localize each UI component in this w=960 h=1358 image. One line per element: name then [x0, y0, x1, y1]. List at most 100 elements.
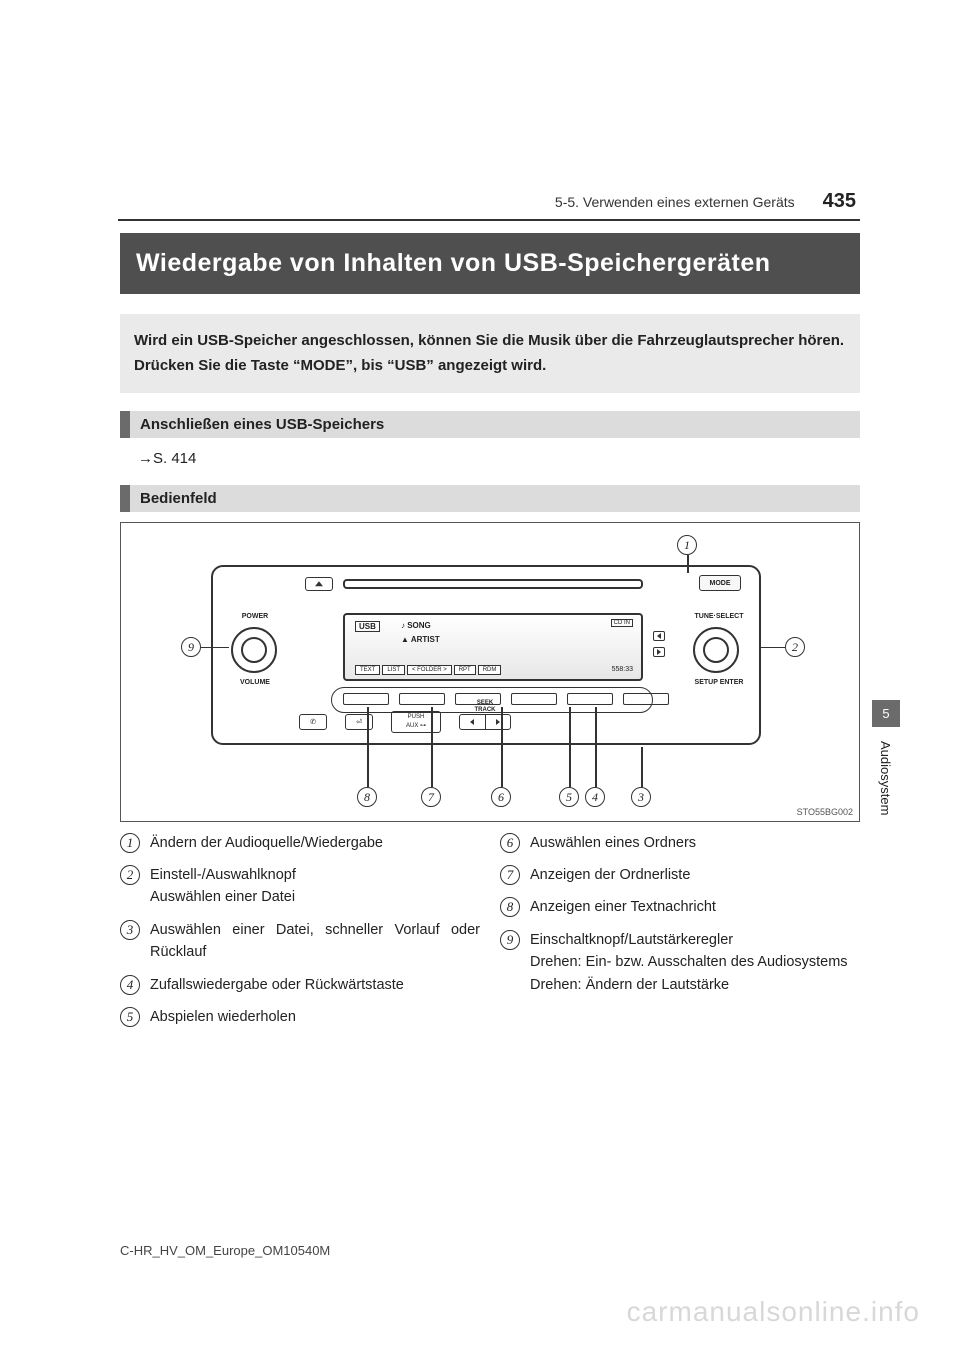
legend-num: 4 — [120, 975, 140, 995]
screen-rpt: RPT — [454, 665, 476, 675]
phone-button-icon: ✆ — [299, 714, 327, 730]
seek-next-icon — [486, 715, 511, 729]
setup-label: SETUP ENTER — [687, 679, 751, 686]
legend-item: 9 Einschaltknopf/LautstärkereglerDrehen: … — [500, 929, 860, 996]
mode-button: MODE — [699, 575, 741, 591]
tune-select-knob — [693, 627, 739, 673]
screen-button-bar: TEXT LIST < FOLDER > RPT RDM — [355, 665, 501, 675]
page: 5-5. Verwenden eines externen Geräts 435… — [0, 0, 960, 1358]
legend-col-left: 1 Ändern der Audioquelle/Wiedergabe 2 Eins… — [120, 832, 480, 1039]
legend: 1 Ändern der Audioquelle/Wiedergabe 2 Eins… — [120, 832, 860, 1039]
preset-btn — [567, 693, 613, 705]
lead — [641, 747, 643, 787]
legend-item: 8 Anzeigen einer Textnachricht — [500, 896, 860, 918]
screen-cdin: CD IN — [611, 619, 633, 627]
screen-time: 558:33 — [612, 666, 633, 673]
lead — [431, 707, 433, 787]
chapter-label: 5-5. Verwenden eines externen Geräts — [118, 194, 813, 210]
tune-label: TUNE·SELECT — [689, 613, 749, 620]
power-label: POWER — [235, 613, 275, 620]
disc-slot — [343, 579, 643, 589]
legend-num: 9 — [500, 930, 520, 950]
legend-num: 7 — [500, 865, 520, 885]
legend-num: 8 — [500, 897, 520, 917]
callout-9: 9 — [181, 637, 201, 657]
lead — [501, 707, 503, 787]
preset-button-row — [343, 693, 669, 705]
footer-code: C-HR_HV_OM_Europe_OM10540M — [120, 1243, 330, 1258]
legend-item: 6 Auswählen eines Ordners — [500, 832, 860, 854]
aux-button: PUSHAUX ⊶ — [391, 711, 441, 733]
lead — [595, 707, 597, 787]
page-reference: →S. 414 — [138, 450, 860, 467]
legend-text: Auswählen eines Ordners — [530, 832, 696, 854]
lead — [201, 647, 229, 649]
legend-item: 5 Abspielen wiederholen — [120, 1006, 480, 1028]
legend-num: 3 — [120, 920, 140, 940]
aux-push-label: PUSH — [408, 714, 425, 720]
lead — [687, 555, 689, 573]
screen-rdm: RDM — [478, 665, 502, 675]
legend-text: Einschaltknopf/LautstärkereglerDrehen: E… — [530, 929, 848, 996]
section-bar-panel: Bedienfeld — [120, 485, 860, 512]
legend-text: Abspielen wiederholen — [150, 1006, 296, 1028]
legend-item: 7 Anzeigen der Ordnerliste — [500, 864, 860, 886]
legend-item: 2 Einstell-/AuswahlknopfAuswählen einer D… — [120, 864, 480, 909]
diagram-code: STO55BG002 — [797, 807, 853, 817]
legend-text: Einstell-/AuswahlknopfAuswählen einer Da… — [150, 864, 296, 909]
legend-text: Auswählen einer Datei, schneller Vorlauf… — [150, 919, 480, 964]
legend-item: 3 Auswählen einer Datei, schneller Vorlau… — [120, 919, 480, 964]
lead — [761, 647, 785, 649]
display-screen: USB ♪ SONG ▲ ARTIST CD IN 558:33 TEXT LI… — [343, 613, 643, 681]
power-volume-knob — [231, 627, 277, 673]
callout-4: 4 — [585, 787, 605, 807]
page-title-banner: Wiedergabe von Inhalten von USB-Speicher… — [120, 233, 860, 294]
side-tab-label: Audiosystem — [872, 727, 899, 815]
callout-1: 1 — [677, 535, 697, 555]
intro-text: Wird ein USB-Speicher angeschlossen, kön… — [134, 328, 846, 379]
seek-label: SEEKTRACK — [465, 700, 505, 714]
screen-usb: USB — [355, 621, 380, 632]
legend-line: Drehen: Ein- bzw. Ausschalten des Audios… — [530, 951, 848, 973]
track-up-icon — [653, 631, 665, 641]
legend-num: 2 — [120, 865, 140, 885]
legend-item: 4 Zufallswiedergabe oder Rückwärtstaste — [120, 974, 480, 996]
legend-item: 1 Ändern der Audioquelle/Wiedergabe — [120, 832, 480, 854]
legend-line: Einstell-/Auswahlknopf — [150, 864, 296, 886]
legend-num: 5 — [120, 1007, 140, 1027]
track-down-icon — [653, 647, 665, 657]
legend-text: Zufallswiedergabe oder Rückwärtstaste — [150, 974, 404, 996]
callout-2: 2 — [785, 637, 805, 657]
side-tab: 5 Audiosystem — [872, 700, 900, 815]
callout-3: 3 — [631, 787, 651, 807]
bottom-button-row: ✆ ⏎ PUSHAUX ⊶ SEEKTRACK — [299, 711, 511, 733]
screen-text: TEXT — [355, 665, 380, 675]
aux-label: AUX — [406, 723, 418, 729]
lead — [569, 707, 571, 787]
page-header: 5-5. Verwenden eines externen Geräts 435 — [118, 190, 860, 221]
legend-text: Anzeigen einer Textnachricht — [530, 896, 716, 918]
preset-btn — [399, 693, 445, 705]
callout-7: 7 — [421, 787, 441, 807]
lead — [367, 707, 369, 787]
preset-btn — [623, 693, 669, 705]
legend-col-right: 6 Auswählen eines Ordners 7 Anzeigen der O… — [500, 832, 860, 1039]
callout-5: 5 — [559, 787, 579, 807]
control-panel-diagram: MODE POWER VOLUME TUNE·SELECT SETUP ENTE… — [120, 522, 860, 822]
legend-line: Auswählen einer Datei — [150, 886, 296, 908]
watermark: carmanualsonline.info — [627, 1296, 920, 1328]
legend-num: 6 — [500, 833, 520, 853]
radio-outline: MODE POWER VOLUME TUNE·SELECT SETUP ENTE… — [211, 565, 761, 745]
side-tab-number: 5 — [872, 700, 900, 727]
preset-btn — [511, 693, 557, 705]
screen-list: LIST — [382, 665, 405, 675]
screen-artist: ▲ ARTIST — [401, 635, 440, 644]
seek-track-button — [459, 714, 511, 730]
legend-num: 1 — [120, 833, 140, 853]
screen-song: ♪ SONG — [401, 621, 431, 630]
volume-label: VOLUME — [233, 679, 277, 686]
page-title: Wiedergabe von Inhalten von USB-Speicher… — [136, 247, 844, 280]
screen-folder: < FOLDER > — [407, 665, 452, 675]
legend-text: Ändern der Audioquelle/Wiedergabe — [150, 832, 383, 854]
legend-text: Anzeigen der Ordnerliste — [530, 864, 690, 886]
